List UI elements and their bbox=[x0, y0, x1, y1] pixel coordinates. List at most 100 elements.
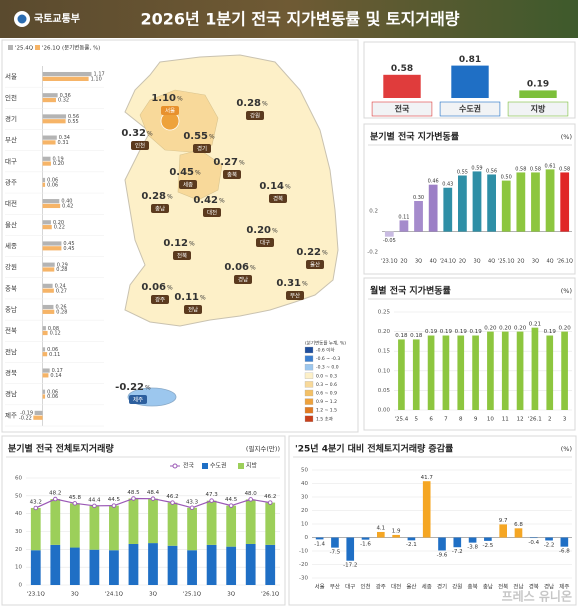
value-label: -2.5 bbox=[483, 543, 494, 549]
x-tick-label: 3Q bbox=[227, 592, 235, 598]
value-label: 0.06 bbox=[47, 182, 58, 188]
chart-title: 분기별 전국 지가변동률 bbox=[370, 131, 459, 143]
map-region-name: 서울 bbox=[165, 106, 175, 114]
bar bbox=[42, 368, 50, 373]
bar bbox=[516, 331, 524, 410]
map-value: 0.31 bbox=[276, 278, 301, 289]
value-label: -3.8 bbox=[467, 545, 478, 551]
value-label: 1.10 bbox=[91, 76, 102, 82]
category-box bbox=[439, 101, 501, 117]
value-label: 48.2 bbox=[49, 491, 61, 497]
region-label: 경북 bbox=[5, 368, 17, 377]
bar bbox=[42, 93, 58, 98]
map-region-tag bbox=[184, 305, 202, 314]
bar bbox=[346, 537, 355, 561]
bar bbox=[519, 90, 557, 98]
bar bbox=[384, 231, 394, 237]
y-tick-label: 0.00 bbox=[378, 408, 391, 414]
bar-segment bbox=[89, 549, 100, 585]
map-legend-label: 0.9 ~ 1.2 bbox=[316, 399, 337, 405]
x-tick-label: '25.1Q bbox=[498, 259, 515, 265]
bar bbox=[42, 262, 55, 267]
bar bbox=[42, 394, 46, 399]
bar-segment bbox=[245, 543, 256, 585]
map-legend-label: 1.2 ~ 1.5 bbox=[316, 408, 337, 414]
bar bbox=[407, 537, 416, 541]
bar bbox=[560, 537, 569, 547]
map-legend-swatch bbox=[304, 389, 314, 397]
bar-segment bbox=[187, 507, 197, 551]
x-tick-label: 11 bbox=[502, 417, 509, 423]
value-label: 46.2 bbox=[166, 494, 178, 500]
bar bbox=[42, 156, 51, 161]
value-label: 1.17 bbox=[94, 72, 105, 78]
value-label: 0.19 bbox=[53, 156, 64, 162]
org-name: 국토교통부 bbox=[34, 13, 80, 25]
map-region-tag bbox=[306, 260, 324, 269]
value-label: -7.5 bbox=[330, 550, 341, 556]
bar bbox=[42, 114, 67, 119]
bar bbox=[487, 331, 494, 410]
bar bbox=[383, 74, 421, 98]
map-region-name: 충북 bbox=[227, 170, 237, 178]
y-tick-label: 20 bbox=[15, 547, 22, 553]
bar bbox=[42, 283, 53, 288]
value-label: 0.56 bbox=[486, 168, 497, 174]
bar-segment bbox=[167, 545, 178, 585]
value-label: 0.06 bbox=[47, 347, 58, 353]
bar bbox=[529, 537, 538, 539]
bar bbox=[468, 537, 477, 543]
map-legend-swatch bbox=[304, 372, 314, 379]
chart-subtitle: (분기변동률, %) bbox=[62, 44, 100, 52]
bar-segment bbox=[265, 502, 276, 545]
map-region-name: 광주 bbox=[155, 296, 165, 303]
map-legend-label: 1.5 초과 bbox=[316, 415, 333, 422]
bar bbox=[514, 528, 523, 538]
value-label: 0.20 bbox=[53, 220, 64, 226]
value-label: 0.34 bbox=[59, 135, 70, 141]
region-label: 광주 bbox=[5, 178, 17, 186]
x-tick-label: '25.4 bbox=[395, 417, 409, 423]
bar bbox=[499, 524, 507, 538]
map-region-tag bbox=[203, 208, 221, 217]
value-label: 0.45 bbox=[63, 241, 74, 247]
x-tick-label: 전남 bbox=[513, 583, 523, 591]
y-tick-label: 10 bbox=[301, 522, 308, 528]
bar bbox=[42, 389, 46, 394]
y-tick-label: 30 bbox=[15, 529, 22, 535]
bar bbox=[42, 97, 56, 103]
region-label: 대전 bbox=[5, 199, 17, 208]
y-tick-label: 0 bbox=[305, 535, 309, 541]
x-tick-label: 12 bbox=[517, 417, 524, 423]
map-legend-swatch bbox=[304, 407, 314, 414]
region-label: 서울 bbox=[5, 72, 17, 81]
x-tick-label: 2Q bbox=[459, 259, 466, 265]
bar bbox=[472, 335, 479, 410]
map-region-tag bbox=[131, 141, 149, 150]
value-label: 1.9 bbox=[392, 529, 401, 535]
y-tick-label: 30 bbox=[301, 495, 308, 501]
bar-segment bbox=[89, 505, 100, 550]
bar bbox=[42, 199, 60, 204]
x-tick-label: '26.1 bbox=[528, 417, 542, 423]
bar bbox=[42, 241, 62, 246]
x-tick-label: 3Q bbox=[149, 592, 157, 598]
map-value: 0.32 bbox=[121, 128, 146, 139]
value-label: 0.61 bbox=[545, 163, 556, 169]
bar bbox=[443, 187, 453, 232]
legend-label: '26.1Q bbox=[42, 46, 61, 52]
line-marker bbox=[111, 503, 117, 508]
bar bbox=[545, 169, 555, 232]
x-tick-label: 전북 bbox=[498, 583, 508, 591]
value-label: 0.55 bbox=[457, 170, 468, 176]
monthly-rate-panel bbox=[363, 277, 576, 431]
map-region-name: 전북 bbox=[177, 251, 187, 259]
line-marker bbox=[189, 505, 195, 511]
bar bbox=[531, 327, 539, 410]
line-marker bbox=[53, 496, 58, 502]
map-region-tag bbox=[173, 251, 191, 260]
bar-segment bbox=[167, 502, 178, 546]
region-label: 경기 bbox=[5, 114, 17, 123]
y-tick-label: 50 bbox=[15, 493, 22, 499]
value-label: 0.12 bbox=[50, 331, 61, 337]
